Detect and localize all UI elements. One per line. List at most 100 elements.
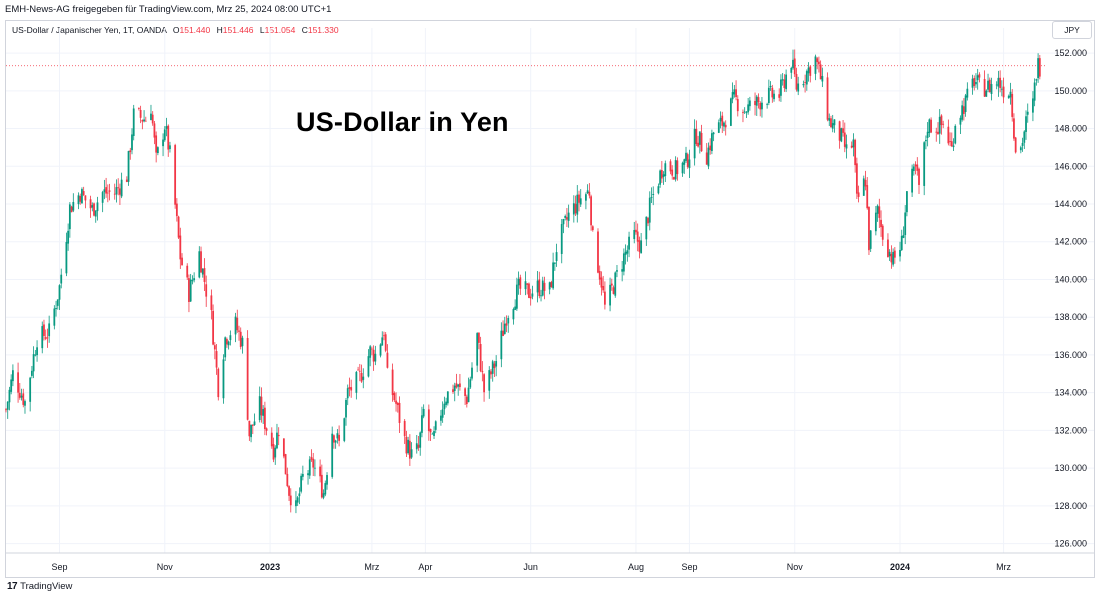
candle-body — [937, 131, 939, 135]
candle-body — [150, 113, 152, 121]
candle-body — [1033, 82, 1036, 101]
candle-body — [743, 111, 746, 113]
candle-body — [610, 283, 613, 286]
candle-body — [543, 282, 546, 291]
open-label: O — [172, 25, 180, 35]
candle-body — [465, 396, 468, 405]
candle-body — [697, 142, 699, 147]
candle-body — [407, 439, 410, 454]
candle-body — [358, 370, 361, 372]
candle-body — [961, 105, 964, 120]
candle-body — [893, 250, 896, 258]
candle-body — [669, 161, 672, 172]
candle-body — [120, 179, 123, 197]
candle-body — [757, 97, 760, 103]
currency-button[interactable]: JPY — [1052, 21, 1092, 39]
candle-body — [500, 330, 503, 360]
candle-body — [44, 337, 47, 339]
candle-body — [48, 323, 51, 337]
candle-body — [55, 308, 57, 310]
candle-body — [18, 392, 21, 398]
candle-body — [253, 421, 256, 425]
candle-body — [5, 409, 7, 411]
candle-body — [81, 189, 83, 204]
candle-body — [483, 374, 485, 393]
candle-body — [916, 164, 919, 171]
candle-body — [857, 192, 860, 197]
candle-body — [350, 387, 353, 391]
candle-body — [748, 100, 751, 107]
candle-body — [887, 239, 889, 258]
candle-body — [421, 415, 423, 433]
candle-body — [53, 308, 56, 326]
y-tick-label: 132.000 — [1054, 425, 1087, 435]
candle-body — [360, 372, 363, 382]
candle-body — [999, 77, 1002, 89]
candle-body — [868, 206, 870, 251]
candle-body — [635, 229, 637, 233]
candle-body — [143, 119, 145, 122]
candle-body — [398, 402, 401, 423]
candle-body — [914, 164, 917, 167]
candle-body — [626, 250, 629, 254]
candle-body — [802, 84, 805, 86]
candle-body — [491, 361, 494, 374]
candle-body — [514, 306, 517, 310]
candle-body — [719, 117, 722, 122]
candle-body — [405, 436, 408, 454]
candle-body — [881, 225, 884, 240]
candle-body — [372, 349, 375, 362]
candle-body — [1009, 91, 1012, 98]
candle-body — [785, 74, 788, 90]
candle-body — [767, 87, 770, 104]
candle-body — [236, 317, 239, 331]
candle-body — [814, 56, 817, 74]
candle-body — [478, 332, 480, 343]
candle-body — [384, 334, 387, 351]
candle-body — [1007, 95, 1010, 99]
candle-body — [383, 335, 385, 337]
candle-body — [621, 269, 624, 272]
candle-body — [792, 59, 794, 69]
candle-body — [367, 356, 370, 377]
candle-body — [155, 135, 158, 153]
candle-body — [212, 310, 215, 345]
candle-body — [925, 139, 927, 142]
candle-body — [640, 240, 643, 254]
candle-body — [452, 389, 454, 393]
candle-body — [923, 142, 926, 186]
candle-body — [455, 383, 458, 388]
candle-body — [1002, 86, 1005, 98]
candle-body — [203, 268, 206, 282]
candle-body — [528, 283, 530, 298]
candle-body — [314, 467, 316, 469]
footer-brand[interactable]: 17 TradingView — [7, 581, 72, 592]
candle-body — [735, 89, 737, 98]
candle-body — [113, 193, 116, 195]
candle-body — [586, 190, 589, 194]
candle-body — [91, 205, 94, 208]
candle-body — [778, 94, 781, 98]
symbol-legend: US-Dollar / Japanischer Yen, 1T, OANDA O… — [12, 25, 339, 35]
candle-body — [103, 189, 106, 193]
candle-body — [322, 493, 325, 498]
candle-body — [479, 344, 482, 371]
candle-body — [93, 203, 95, 216]
candle-body — [550, 281, 553, 288]
low-value: 151.054 — [264, 25, 296, 35]
candle-body — [819, 64, 822, 80]
candle-body — [538, 279, 541, 297]
candle-body — [131, 134, 133, 151]
candle-body — [729, 98, 732, 126]
candle-body — [320, 474, 323, 498]
candle-body — [119, 188, 121, 195]
attribution-text: EMH-News-AG freigegeben für TradingView.… — [5, 4, 332, 15]
x-tick-label: Mrz — [996, 562, 1011, 572]
candle-body — [712, 132, 715, 135]
candle-body — [70, 206, 73, 213]
candle-body — [60, 274, 63, 284]
candle-body — [973, 77, 976, 87]
candle-body — [1014, 137, 1017, 153]
candle-body — [393, 393, 396, 401]
